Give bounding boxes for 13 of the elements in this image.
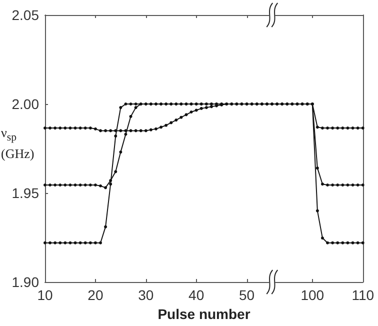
y-tick-label: 2.00 [12,96,40,112]
x-tick-label: 10 [37,287,53,303]
x-tick-label: 110 [352,287,374,303]
y-tick-label: 2.05 [12,7,40,23]
y-tick-label: 1.90 [12,274,40,290]
x-tick-label: 20 [88,287,104,303]
x-tick-label: 40 [188,287,204,303]
x-tick-label: 100 [300,287,324,303]
x-axis-title: Pulse number [158,306,250,322]
x-tick-label: 50 [238,287,255,303]
x-tick-label: 30 [138,287,154,303]
y-tick-label: 1.95 [12,185,40,201]
y-axis-title: ν$_{sp}$ (GHz) [1,125,36,161]
